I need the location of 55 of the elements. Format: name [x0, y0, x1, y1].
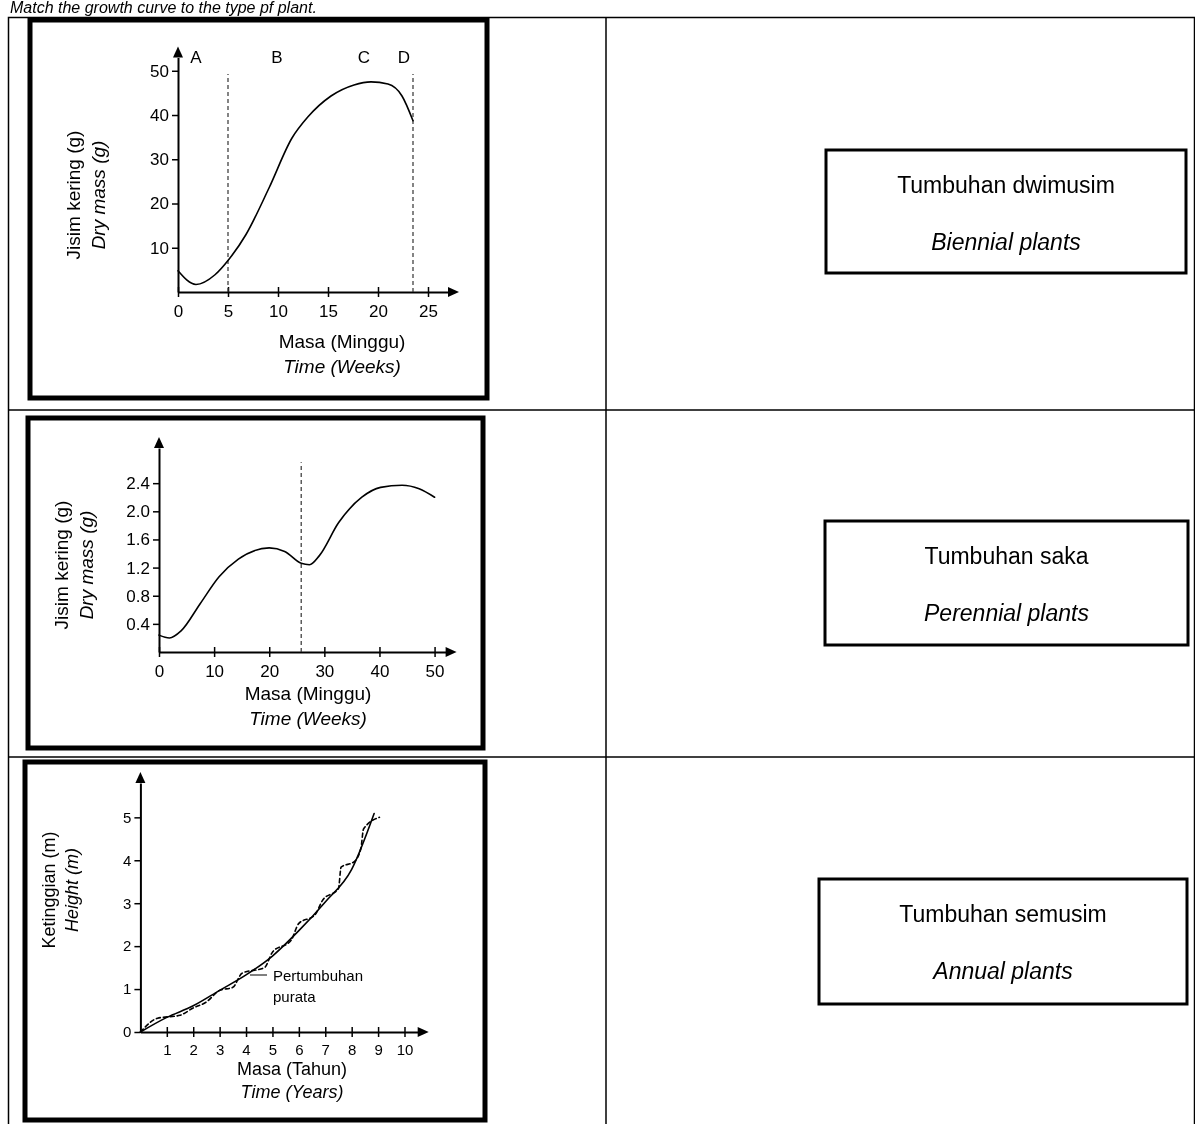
y-tick-label: 1 — [123, 980, 132, 998]
y-tick-label: 5 — [123, 808, 132, 826]
y-tick-label: 40 — [150, 105, 169, 125]
y-tick-label: 2.4 — [126, 474, 150, 494]
y-tick-label: 1.2 — [126, 558, 150, 578]
y-tick-label: 4 — [123, 851, 132, 869]
x-tick-label: 3 — [215, 1041, 225, 1058]
x-tick-label: 10 — [269, 302, 288, 321]
y-tick-label: 3 — [123, 894, 132, 912]
y-axis-title: Jisim kering (g) Dry mass (g) — [63, 130, 109, 260]
x-tick-label: 5 — [268, 1041, 278, 1058]
x-tick-label: 8 — [348, 1041, 357, 1058]
x-tick-label: 5 — [223, 302, 234, 321]
y-tick-label: 0 — [123, 1023, 132, 1041]
x-tick-label: 0 — [173, 302, 184, 321]
x-axis-title: Masa (Tahun) Time (Years) — [236, 1059, 348, 1103]
x-tick-label: 30 — [315, 662, 335, 681]
x-tick-label: 4 — [242, 1041, 251, 1058]
y-tick-label: 2 — [123, 937, 132, 955]
x-axis-title: Masa (Minggu) Time (Weeks) — [244, 683, 372, 729]
y-tick-label: 30 — [150, 150, 169, 170]
annotation: Pertumbuhan purata — [273, 967, 364, 1005]
y-tick-label: 2.0 — [126, 502, 150, 522]
y-tick-label: 0.8 — [126, 586, 150, 606]
y-tick-label: 50 — [150, 61, 169, 81]
annotation: B — [271, 48, 283, 67]
y-tick-label: 10 — [150, 238, 169, 258]
x-tick-label: 6 — [295, 1041, 304, 1058]
annotation: A — [190, 48, 203, 67]
annotation: C — [357, 48, 371, 67]
x-tick-label: 7 — [321, 1041, 330, 1058]
x-tick-label: 20 — [260, 662, 280, 681]
x-tick-label: 10 — [396, 1041, 414, 1058]
y-tick-label: 1.6 — [126, 530, 150, 550]
x-tick-label: 9 — [374, 1041, 383, 1058]
text: Tumbuhan semusim — [899, 901, 1107, 927]
text: Tumbuhan dwimusim — [897, 172, 1115, 198]
x-tick-label: 40 — [370, 662, 390, 681]
text: Tumbuhan saka — [924, 543, 1089, 569]
text: Match the growth curve to the type pf plant. — [10, 0, 317, 16]
x-tick-label: 15 — [319, 302, 338, 321]
x-axis-title: Masa (Minggu) Time (Weeks) — [278, 331, 406, 377]
x-tick-label: 20 — [369, 302, 388, 321]
x-tick-label: 2 — [189, 1041, 198, 1058]
x-tick-label: 50 — [425, 662, 445, 681]
y-tick-label: 0.4 — [126, 614, 150, 634]
y-axis-title: Ketinggian (m) Height (m) — [39, 831, 83, 949]
text: Annual plants — [931, 958, 1074, 984]
x-tick-label: 10 — [205, 662, 225, 681]
text: Biennial plants — [931, 229, 1082, 255]
annotation: D — [397, 48, 411, 67]
y-tick-label: 20 — [150, 194, 169, 214]
y-axis-title: Jisim kering (g) Dry mass (g) — [51, 500, 97, 630]
text: Perennial plants — [924, 600, 1090, 626]
x-tick-label: 25 — [419, 302, 438, 321]
